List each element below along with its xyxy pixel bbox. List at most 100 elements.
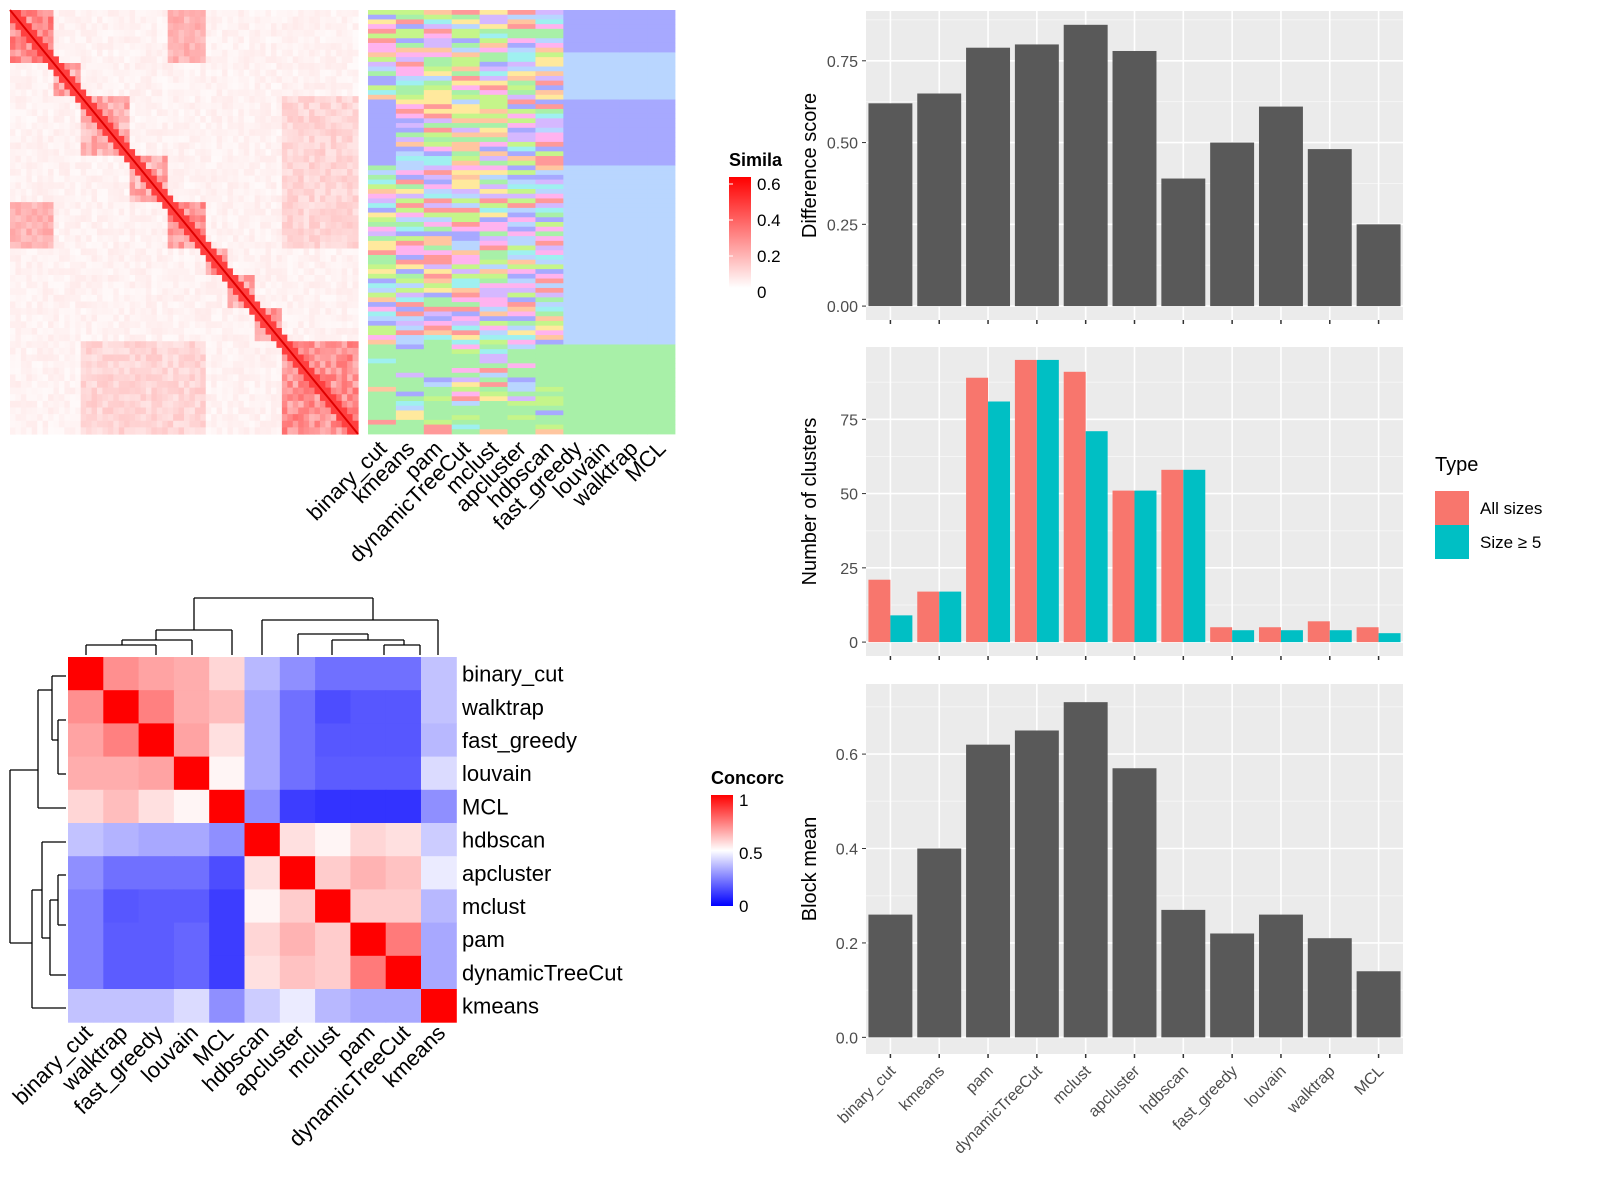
similarity-cell: [232, 361, 239, 369]
cluster-strip-cell: [535, 217, 564, 223]
cluster-strip-cell: [619, 311, 648, 317]
similarity-cell: [107, 321, 114, 329]
cluster-strip-cell: [535, 419, 564, 425]
cluster-strip-cell: [479, 104, 508, 110]
similarity-cell: [118, 149, 125, 157]
similarity-cell: [211, 301, 218, 309]
similarity-cell: [216, 43, 223, 51]
similarity-cell: [53, 188, 60, 197]
similarity-cell: [222, 63, 229, 71]
similarity-cell: [232, 288, 239, 296]
cluster-strip-cell: [563, 363, 592, 369]
similarity-cell: [173, 102, 180, 110]
similarity-cell: [91, 202, 98, 210]
similarity-cell: [319, 261, 326, 269]
similarity-cell: [292, 301, 299, 309]
cluster-strip-cell: [479, 254, 508, 261]
similarity-cell: [145, 169, 152, 177]
similarity-cell: [184, 155, 191, 163]
similarity-cell: [178, 195, 185, 203]
cluster-strip-cell: [507, 335, 536, 341]
similarity-cell: [20, 261, 27, 269]
similarity-cell: [91, 36, 98, 44]
similarity-cell: [292, 142, 299, 150]
similarity-cell: [227, 341, 234, 349]
similarity-cell: [341, 169, 348, 177]
similarity-cell: [102, 381, 109, 389]
cluster-strip-cell: [368, 368, 397, 374]
similarity-cell: [26, 308, 33, 316]
similarity-cell: [271, 116, 278, 124]
similarity-cell: [243, 321, 250, 329]
similarity-cell: [309, 135, 316, 144]
similarity-cell: [249, 202, 256, 210]
similarity-cell: [298, 248, 305, 256]
similarity-cell: [97, 202, 104, 210]
similarity-cell: [243, 261, 250, 269]
similarity-cell: [162, 102, 169, 110]
similarity-cell: [64, 29, 71, 38]
cluster-strip-cell: [563, 90, 592, 96]
similarity-cell: [145, 162, 152, 170]
similarity-cell: [10, 188, 17, 197]
cluster-strip-cell: [451, 283, 481, 289]
similarity-cell: [86, 275, 93, 283]
similarity-cell: [265, 16, 272, 24]
similarity-cell: [309, 16, 316, 24]
similarity-cell: [227, 400, 234, 409]
similarity-cell: [167, 188, 174, 197]
similarity-cell: [140, 102, 147, 110]
similarity-cell: [271, 169, 278, 177]
similarity-cell: [352, 281, 359, 289]
similarity-cell: [276, 268, 283, 276]
similarity-cell: [352, 129, 359, 137]
similarity-cell: [48, 268, 55, 276]
similarity-cell: [260, 308, 267, 316]
similarity-cell: [292, 208, 299, 216]
similarity-cell: [319, 29, 326, 38]
similarity-cell: [352, 43, 359, 51]
similarity-cell: [184, 347, 191, 356]
similarity-cell: [271, 102, 278, 110]
cluster-strip-cell: [563, 382, 592, 388]
similarity-cell: [48, 420, 55, 428]
similarity-cell: [243, 175, 250, 183]
similarity-cell: [222, 261, 229, 269]
cluster-strip-cell: [423, 61, 453, 67]
cluster-strip-cell: [507, 151, 536, 157]
similarity-cell: [232, 241, 239, 250]
similarity-cell: [64, 334, 71, 342]
similarity-cell: [325, 294, 332, 303]
similarity-cell: [48, 341, 55, 349]
similarity-cell: [347, 169, 354, 177]
cluster-strip-cell: [619, 170, 648, 176]
similarity-cell: [222, 308, 229, 316]
cluster-strip-cell: [507, 28, 536, 34]
similarity-cell: [216, 96, 223, 104]
cluster-strip-cell: [535, 222, 564, 228]
cluster-strip-cell: [619, 287, 648, 294]
similarity-cell: [298, 155, 305, 163]
similarity-cell: [75, 162, 82, 170]
similarity-cell: [102, 169, 109, 177]
cluster-strip-cell: [563, 330, 592, 336]
similarity-cell: [211, 294, 218, 303]
cluster-strip-cell: [619, 174, 648, 180]
similarity-cell: [42, 76, 49, 84]
similarity-cell: [102, 228, 109, 236]
similarity-cell: [352, 195, 359, 203]
similarity-cell: [48, 43, 55, 51]
similarity-cell: [254, 188, 261, 197]
cluster-strip-cell: [507, 236, 536, 242]
similarity-cell: [216, 314, 223, 322]
similarity-cell: [156, 116, 163, 124]
similarity-cell: [145, 96, 152, 104]
similarity-cell: [31, 56, 38, 64]
similarity-cell: [26, 129, 33, 137]
similarity-cell: [276, 202, 283, 210]
similarity-cell: [352, 56, 359, 64]
similarity-cell: [319, 142, 326, 150]
similarity-cell: [194, 49, 201, 57]
similarity-cell: [347, 308, 354, 316]
similarity-cell: [238, 301, 245, 309]
